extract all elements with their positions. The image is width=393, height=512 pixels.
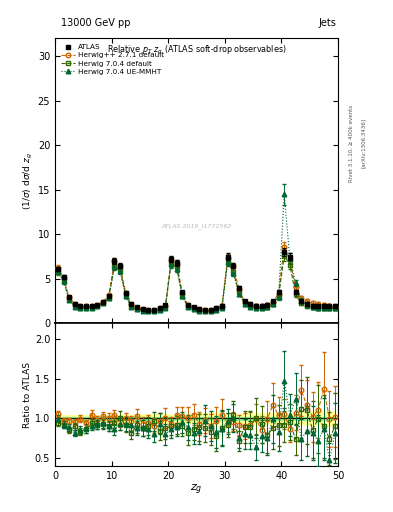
Text: Relative $p_T$ $z_g$ (ATLAS soft-drop observables): Relative $p_T$ $z_g$ (ATLAS soft-drop ob… (107, 44, 286, 57)
Legend: ATLAS, Herwig++ 2.7.1 default, Herwig 7.0.4 default, Herwig 7.0.4 UE-MMHT: ATLAS, Herwig++ 2.7.1 default, Herwig 7.… (59, 42, 166, 77)
Y-axis label: Ratio to ATLAS: Ratio to ATLAS (23, 361, 32, 428)
Text: Rivet 3.1.10, ≥ 400k events: Rivet 3.1.10, ≥ 400k events (349, 105, 354, 182)
Y-axis label: $(1/\sigma)$ d$\sigma$/d $z_g$: $(1/\sigma)$ d$\sigma$/d $z_g$ (22, 152, 35, 210)
Text: 13000 GeV pp: 13000 GeV pp (61, 18, 130, 28)
X-axis label: $z_g$: $z_g$ (190, 482, 203, 497)
Text: [arXiv:1306.3436]: [arXiv:1306.3436] (361, 118, 366, 168)
Text: ATLAS 2019_I1772562: ATLAS 2019_I1772562 (161, 224, 232, 229)
Text: Jets: Jets (318, 18, 336, 28)
